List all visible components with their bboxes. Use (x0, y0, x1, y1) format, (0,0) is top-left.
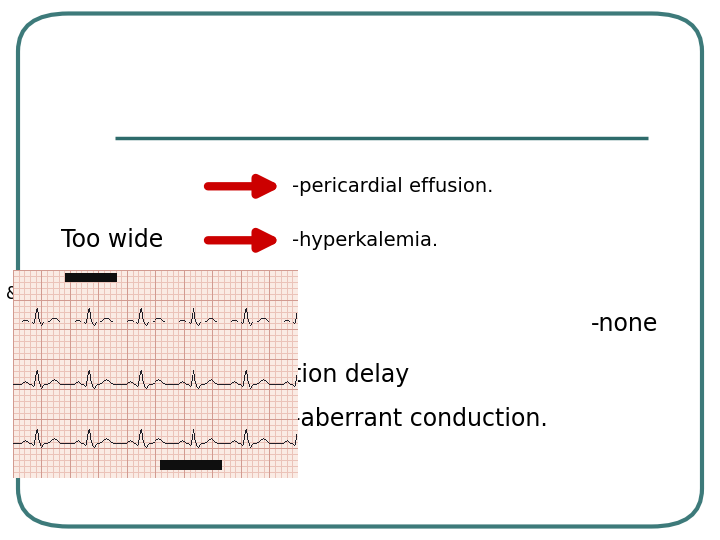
Text: -none: -none (590, 312, 658, 336)
Text: Too wide: Too wide (61, 228, 163, 252)
FancyBboxPatch shape (18, 14, 702, 526)
Text: -hyperkalemia.: -hyperkalemia. (292, 231, 438, 250)
Text: -aberrant conduction.: -aberrant conduction. (292, 407, 547, 430)
Text: -pericardial effusion.: -pericardial effusion. (292, 177, 493, 196)
Text: &: & (6, 285, 19, 303)
Text: tion delay: tion delay (292, 363, 409, 387)
